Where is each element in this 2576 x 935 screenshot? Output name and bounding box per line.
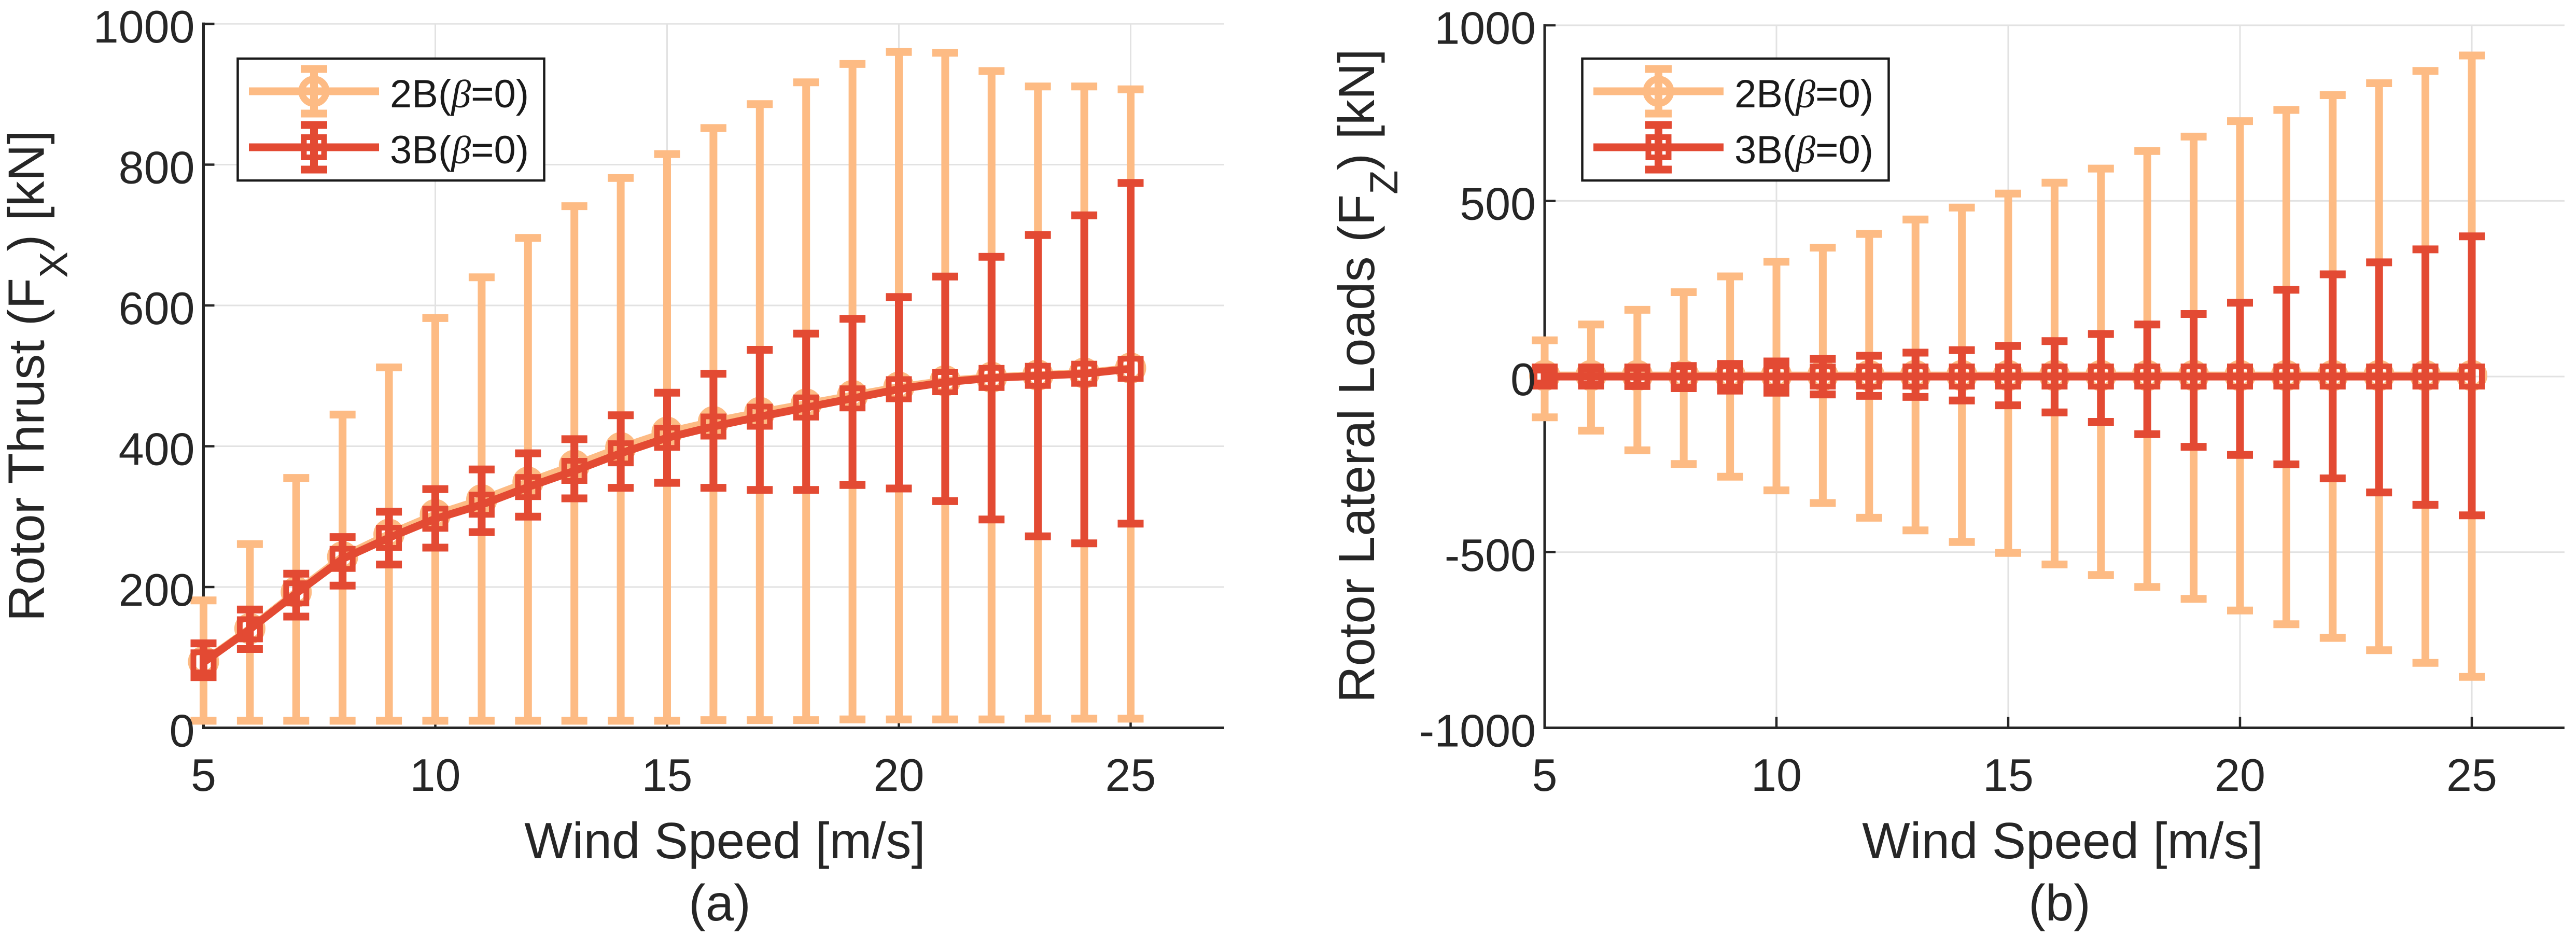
svg-text:2B(β=0): 2B(β=0) <box>1734 72 1873 116</box>
svg-text:400: 400 <box>119 424 195 475</box>
svg-text:0: 0 <box>170 705 195 757</box>
svg-text:3B(β=0): 3B(β=0) <box>1734 128 1873 172</box>
svg-text:Wind Speed [m/s]: Wind Speed [m/s] <box>524 812 925 869</box>
svg-text:500: 500 <box>1460 178 1536 229</box>
svg-text:600: 600 <box>119 283 195 334</box>
svg-text:Wind Speed [m/s]: Wind Speed [m/s] <box>1862 812 2263 869</box>
svg-text:2B(β=0): 2B(β=0) <box>390 72 529 116</box>
svg-text:10: 10 <box>410 749 461 801</box>
svg-text:(b): (b) <box>2028 874 2091 931</box>
svg-text:1000: 1000 <box>93 1 195 52</box>
svg-text:15: 15 <box>642 749 693 801</box>
svg-text:-500: -500 <box>1445 529 1536 581</box>
svg-text:20: 20 <box>874 749 925 801</box>
svg-text:200: 200 <box>119 564 195 616</box>
svg-text:-1000: -1000 <box>1419 705 1536 757</box>
svg-text:0: 0 <box>1510 354 1536 405</box>
svg-text:5: 5 <box>191 749 216 801</box>
svg-text:10: 10 <box>1751 749 1802 801</box>
svg-text:20: 20 <box>2215 749 2265 801</box>
svg-text:(a): (a) <box>689 874 751 931</box>
svg-text:5: 5 <box>1532 749 1558 801</box>
svg-text:1000: 1000 <box>1434 3 1536 54</box>
svg-text:25: 25 <box>2446 749 2497 801</box>
svg-text:800: 800 <box>119 142 195 193</box>
svg-text:3B(β=0): 3B(β=0) <box>390 128 529 172</box>
svg-text:15: 15 <box>1983 749 2034 801</box>
svg-text:25: 25 <box>1105 749 1156 801</box>
